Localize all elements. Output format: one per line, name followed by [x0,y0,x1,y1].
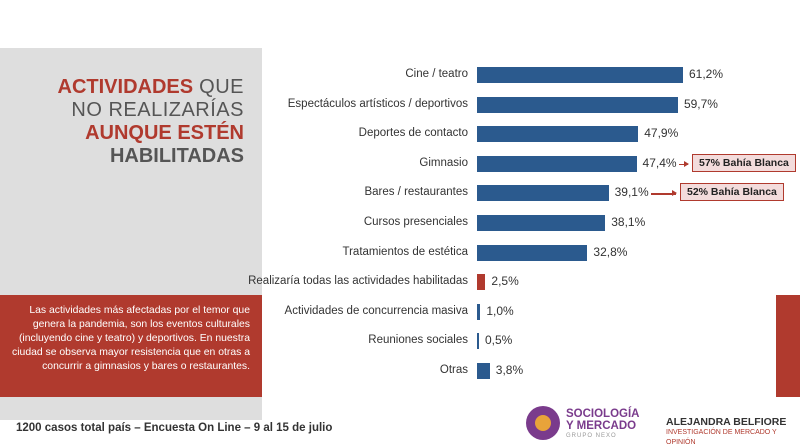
bahia-blanca-callout: 52% Bahía Blanca [680,183,784,202]
value-label: 39,1% [614,185,649,200]
bar [477,96,678,113]
chart-band-background [262,295,776,397]
bahia-blanca-callout: 57% Bahía Blanca [692,153,796,172]
category-label: Actividades de concurrencia masiva [284,304,468,317]
value-label: 47,4% [642,155,677,170]
callout-arrow-icon [678,161,690,167]
category-label: Gimnasio [419,156,468,169]
bar [477,185,609,202]
value-label: 0,5% [485,333,513,348]
value-label: 3,8% [495,363,524,377]
bar [477,274,486,291]
bar [477,155,637,172]
category-label: Cine / teatro [405,68,468,80]
logo-mark-icon [526,406,560,440]
category-label: Tratamientos de estética [342,245,469,258]
logo1-line2: Y MERCADO [566,420,637,432]
title-line3: AUNQUE ESTÉN [85,122,244,144]
value-label: 47,9% [644,126,679,141]
bar [477,244,588,261]
category-label: Cursos presenciales [363,216,468,228]
category-label: Realizaría todas las actividades habilit… [248,275,468,288]
note-text: Las actividades más afectadas por el tem… [12,305,250,372]
slide-title: ACTIVIDADES QUE NO REALIZARÍAS AUNQUE ES… [0,76,244,168]
belfiore-logo: ALEJANDRA BELFIORE INVESTIGACIÓN DE MERC… [666,416,800,448]
title-line2: NO REALIZARÍAS [71,99,244,121]
category-label: Espectáculos artísticos / deportivos [287,97,468,110]
title-line1-rest: QUE [193,76,244,98]
category-label: Deportes de contacto [358,127,468,140]
category-label: Bares / restaurantes [364,186,468,199]
value-label: 59,7% [683,96,718,111]
title-accent: ACTIVIDADES [57,76,194,98]
bar [477,215,606,231]
note-band-right [776,295,800,397]
logo1-sub: GRUPO NEXO [566,433,617,439]
callout-arrow-icon [650,191,678,196]
bar [477,126,639,143]
category-label: Otras [439,364,468,376]
logo2-name: ALEJANDRA BELFIORE [666,416,787,428]
title-line4: HABILITADAS [109,145,244,167]
value-label: 61,2% [689,67,724,81]
value-label: 38,1% [611,215,646,229]
value-label: 2,5% [491,274,519,289]
logo1-line1: SOCIOLOGÍA [566,408,640,420]
sociologia-mercado-logo: SOCIOLOGÍA Y MERCADO GRUPO NEXO [526,404,656,444]
bar [477,67,683,83]
logo2-sub: INVESTIGACIÓN DE MERCADO Y OPINIÓN [666,429,777,446]
bar [477,363,490,379]
note-band [0,295,262,397]
bar [477,333,479,350]
footer-source: 1200 casos total país – Encuesta On Line… [16,422,333,434]
value-label: 32,8% [593,244,628,259]
value-label: 1,0% [486,303,514,318]
bar [477,303,481,320]
category-label: Reuniones sociales [368,334,468,347]
